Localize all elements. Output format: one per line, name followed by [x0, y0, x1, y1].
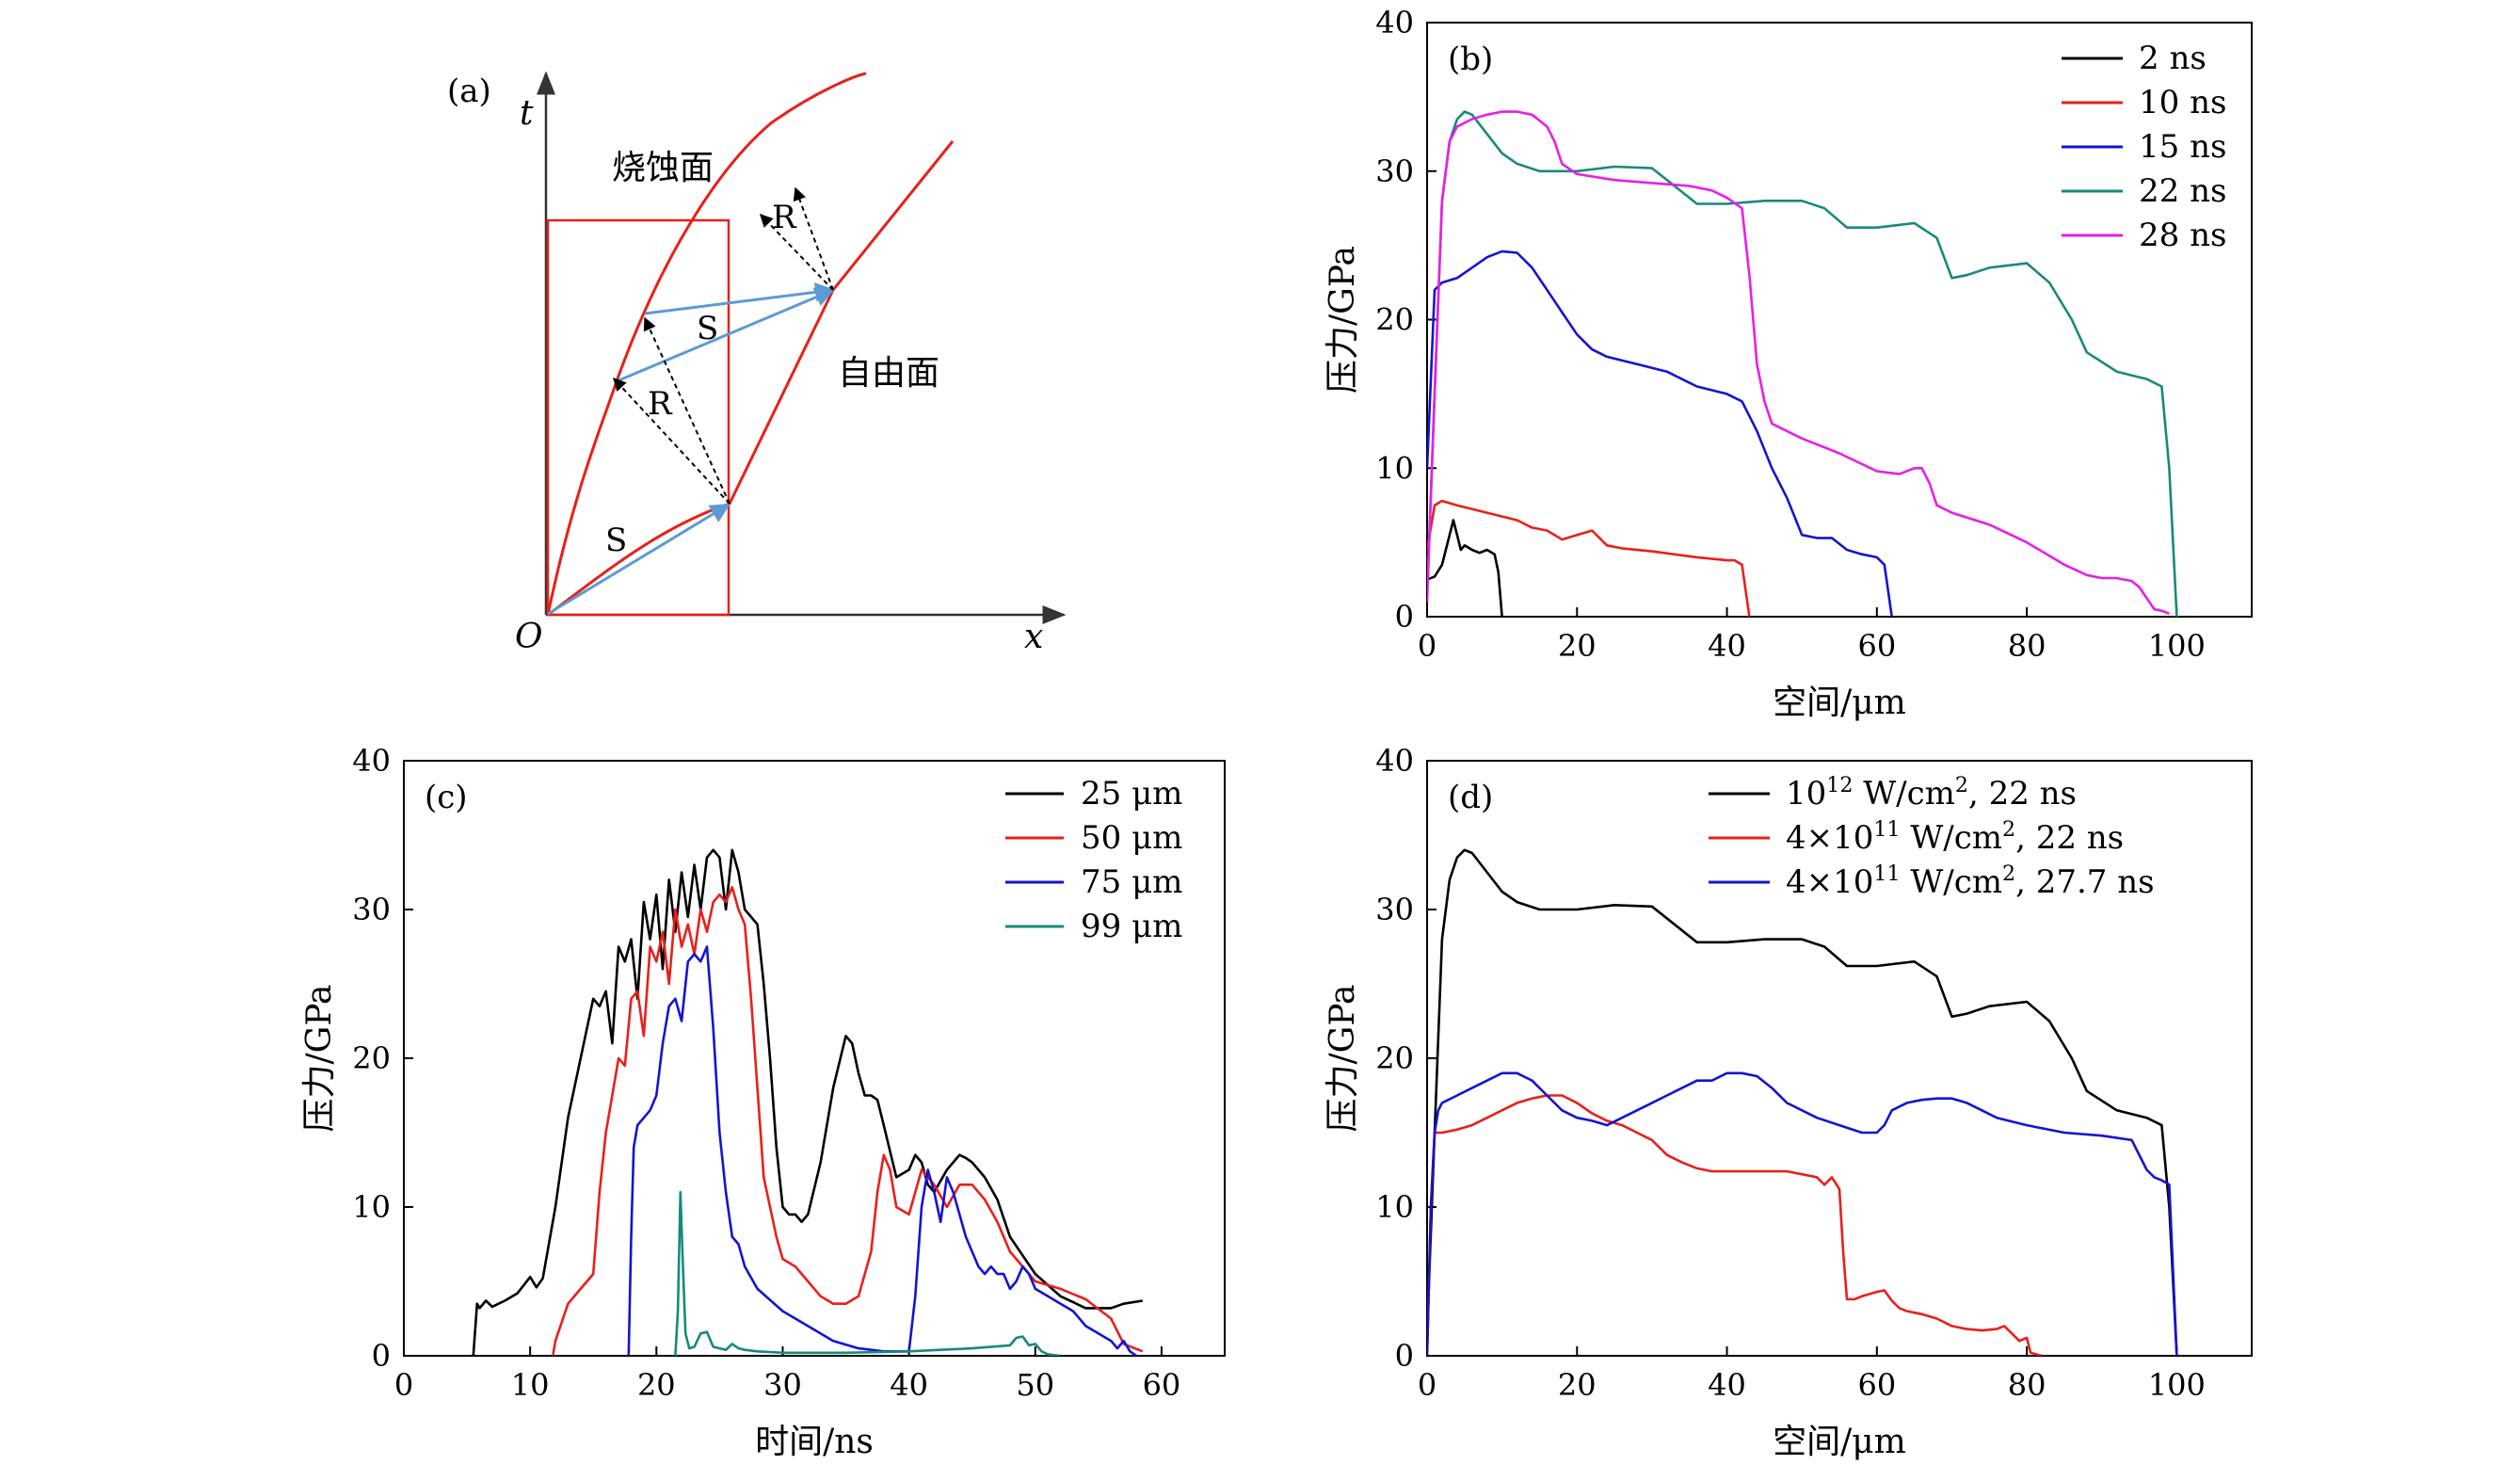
legend-label: 2 ns — [2139, 40, 2207, 77]
origin-label: O — [515, 618, 543, 656]
shock-arrow-1 — [547, 503, 730, 616]
panel-label: (b) — [1448, 40, 1493, 78]
region-box — [546, 218, 730, 617]
x-tick-label: 10 — [511, 1367, 550, 1403]
x-tick-label: 100 — [2148, 628, 2206, 664]
reflect-arrow-1 — [613, 377, 730, 505]
y-tick-label: 30 — [1375, 892, 1414, 927]
series-line — [1427, 848, 2178, 1356]
x-tick-label: 60 — [1857, 1367, 1896, 1403]
series-line — [1427, 499, 1751, 617]
legend-label: 10 ns — [2139, 84, 2226, 121]
legend-label: 15 ns — [2139, 128, 2226, 166]
x-axis-label: 空间/μm — [1773, 684, 1906, 722]
y-tick-label: 0 — [1395, 599, 1414, 635]
x-tick-label: 20 — [1558, 628, 1597, 664]
x-tick-label: 20 — [637, 1367, 676, 1403]
y-tick-label: 40 — [1375, 743, 1414, 779]
x-tick-label: 60 — [1143, 1367, 1181, 1403]
panel-label: (c) — [425, 779, 468, 816]
reflect-arrow-3 — [760, 213, 834, 291]
chart-panel-1: 0 10 20 30 40 50 60 0 10 20 30 40 时间/ns 压力/GPa (c) 25 μ… — [300, 743, 1226, 1461]
x-axis-label: x — [1024, 618, 1043, 656]
shock-arrow-3 — [644, 282, 836, 315]
x-tick-label: 40 — [1708, 628, 1746, 664]
x-tick-label: 40 — [890, 1367, 928, 1403]
x-tick-label: 20 — [1558, 1367, 1597, 1403]
legend-label: 4×1011 W/cm2, 27.7 ns — [1786, 861, 2155, 901]
legend-label: 1012 W/cm2, 22 ns — [1786, 773, 2077, 813]
legend-label: 25 μm — [1081, 775, 1182, 813]
t-axis-label: t — [520, 94, 534, 133]
label-R1: R — [648, 385, 673, 423]
x-tick-label: 40 — [1708, 1367, 1746, 1403]
x-tick-label: 60 — [1857, 628, 1896, 664]
legend-label: 28 ns — [2139, 217, 2226, 254]
legend-label: 75 μm — [1081, 863, 1182, 901]
series-line — [552, 886, 1144, 1356]
series-line — [1427, 250, 1893, 617]
series-line — [1427, 110, 2178, 617]
x-tick-label: 30 — [763, 1367, 802, 1403]
panel-a-label: (a) — [447, 72, 491, 110]
x-axis-label: 时间/ns — [755, 1423, 874, 1461]
ablation-surface-label: 烧蚀面 — [612, 149, 714, 187]
x-tick-label: 100 — [2148, 1367, 2206, 1403]
y-axis-label: 压力/GPa — [300, 985, 339, 1133]
y-axis-label: 压力/GPa — [1324, 985, 1362, 1133]
y-axis-label: 压力/GPa — [1324, 246, 1362, 394]
shock-arrow-2 — [616, 287, 835, 383]
panel-label: (d) — [1448, 779, 1493, 816]
y-tick-label: 40 — [1375, 5, 1414, 40]
chart-panel-2: 0 20 40 60 80 100 0 10 20 30 40 空间/μm 压力/GPa (d) 1012 … — [1324, 743, 2253, 1461]
reflect-arrow-4 — [793, 186, 834, 291]
y-tick-label: 0 — [372, 1338, 391, 1374]
series-line — [627, 945, 1137, 1356]
y-tick-label: 40 — [352, 743, 391, 779]
series-line — [674, 1190, 1061, 1356]
x-tick-label: 50 — [1016, 1367, 1054, 1403]
x-tick-label: 0 — [1418, 1367, 1437, 1403]
y-tick-label: 10 — [352, 1189, 391, 1225]
y-tick-label: 30 — [352, 892, 391, 927]
legend-label: 4×1011 W/cm2, 22 ns — [1786, 817, 2124, 857]
ablation-surface-curve — [546, 72, 867, 616]
plot-frame — [1426, 22, 2253, 618]
x-axis-label: 空间/μm — [1773, 1423, 1906, 1461]
series-line — [1427, 110, 2170, 616]
legend-label: 22 ns — [2139, 172, 2226, 210]
free-surface-label: 自由面 — [838, 354, 939, 393]
series-line — [1427, 1094, 2043, 1356]
label-S1: S — [605, 522, 627, 559]
label-R2: R — [772, 199, 797, 236]
y-tick-label: 10 — [1375, 450, 1414, 486]
x-tick-label: 0 — [1418, 628, 1437, 664]
panel-a-diagram: (a) t x O 烧蚀面 自由面 S S R R — [447, 71, 1067, 656]
series-line — [472, 848, 1144, 1356]
x-tick-label: 0 — [394, 1367, 413, 1403]
series-line — [1427, 1071, 2178, 1356]
y-tick-label: 20 — [1375, 1040, 1414, 1076]
series-line — [1427, 519, 1503, 617]
y-tick-label: 10 — [1375, 1189, 1414, 1225]
legend-label: 99 μm — [1081, 908, 1182, 945]
x-tick-label: 80 — [2008, 1367, 2046, 1403]
legend-label: 50 μm — [1081, 819, 1182, 857]
x-tick-label: 80 — [2008, 628, 2046, 664]
y-tick-label: 20 — [1375, 302, 1414, 338]
y-tick-label: 30 — [1375, 153, 1414, 189]
y-tick-label: 20 — [352, 1040, 391, 1076]
chart-panel-0: 0 20 40 60 80 100 0 10 20 30 40 空间/μm 压力/GPa (b) 2 ns 1… — [1324, 5, 2253, 722]
reflect-arrow-2 — [643, 316, 730, 505]
label-S2: S — [697, 310, 718, 347]
y-tick-label: 0 — [1395, 1338, 1414, 1374]
